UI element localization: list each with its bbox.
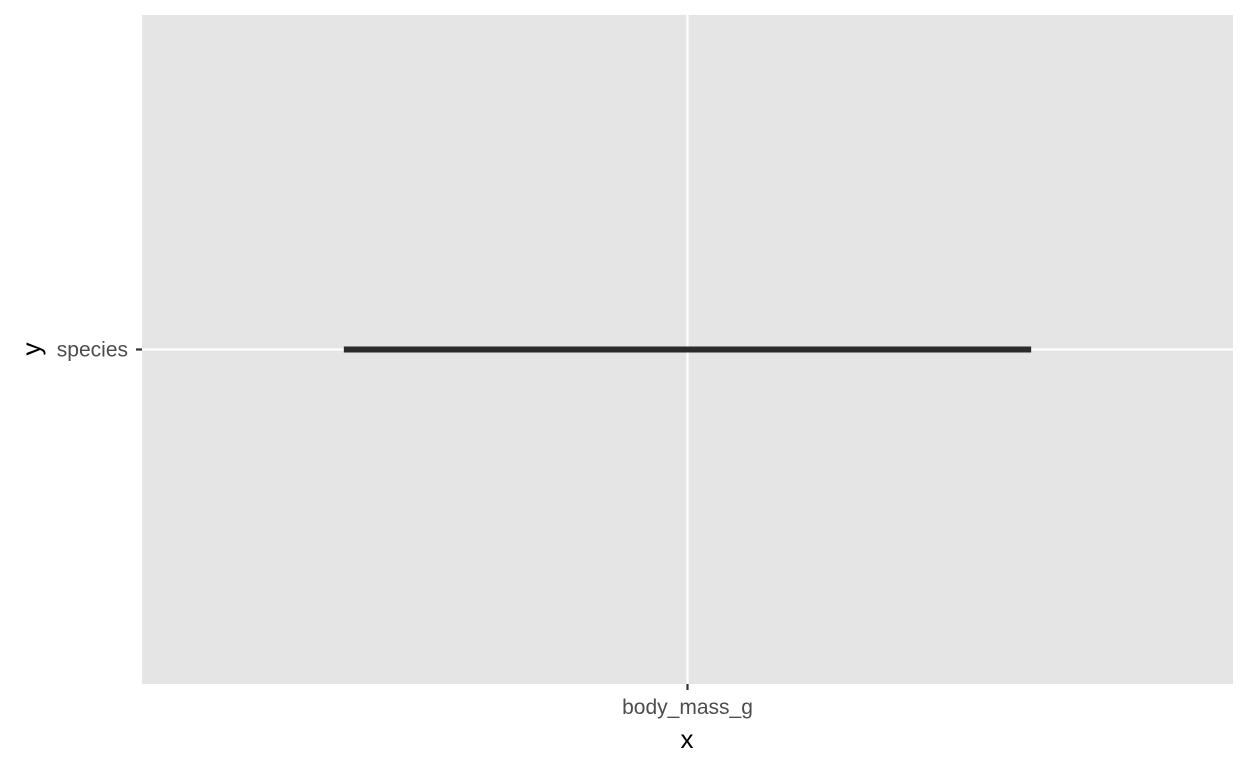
axis-layer: body_mass_g species: [57, 339, 753, 720]
y-axis-title: y: [16, 343, 46, 356]
x-axis-title: x: [681, 724, 694, 754]
y-tick-label: species: [57, 339, 128, 362]
x-tick-label: body_mass_g: [622, 696, 753, 719]
